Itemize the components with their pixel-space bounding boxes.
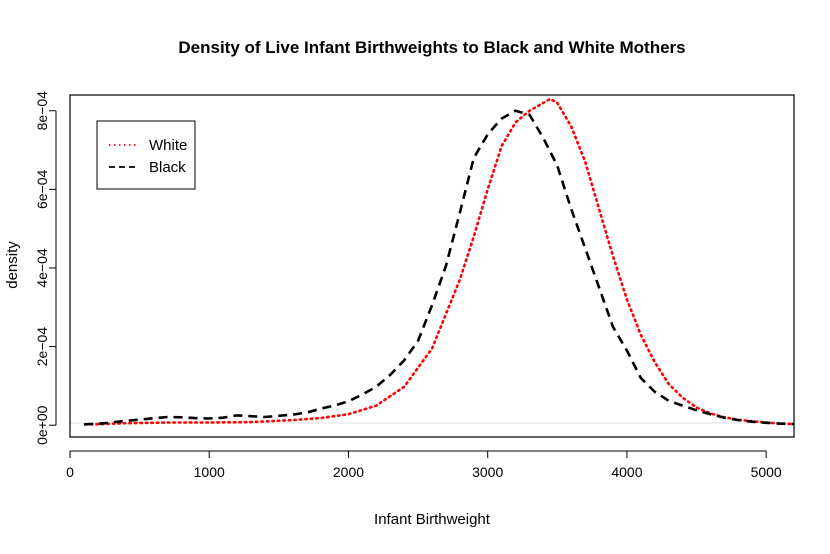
plot-frame (69, 94, 795, 438)
x-tick-label: 0 (66, 464, 74, 480)
x-tick-label: 5000 (751, 464, 782, 480)
series-line-white (89, 97, 796, 426)
series-line-black (83, 109, 795, 426)
y-tick-label: 2e−04 (34, 327, 50, 367)
y-axis-label: density (4, 241, 21, 289)
legend-label-black: Black (149, 159, 186, 176)
x-tick-label: 3000 (472, 464, 503, 480)
x-tick-label: 1000 (194, 464, 225, 480)
y-tick-label: 6e−04 (34, 169, 50, 209)
x-axis: 0 1000 2000 3000 4000 5000 (66, 450, 782, 480)
legend-label-white: White (149, 137, 187, 154)
x-tick-label: 2000 (333, 464, 364, 480)
chart-title: Density of Live Infant Birthweights to B… (178, 38, 685, 57)
y-axis: 0e+00 2e−04 4e−04 6e−04 8e−04 (34, 91, 57, 445)
x-axis-label: Infant Birthweight (374, 511, 491, 528)
x-tick-label: 4000 (611, 464, 642, 480)
series-layer (83, 97, 796, 426)
y-tick-label: 8e−04 (34, 91, 50, 131)
legend-box (96, 120, 196, 190)
legend: White Black (96, 120, 196, 190)
y-tick-label: 4e−04 (34, 248, 50, 288)
y-tick-label: 0e+00 (34, 405, 50, 445)
